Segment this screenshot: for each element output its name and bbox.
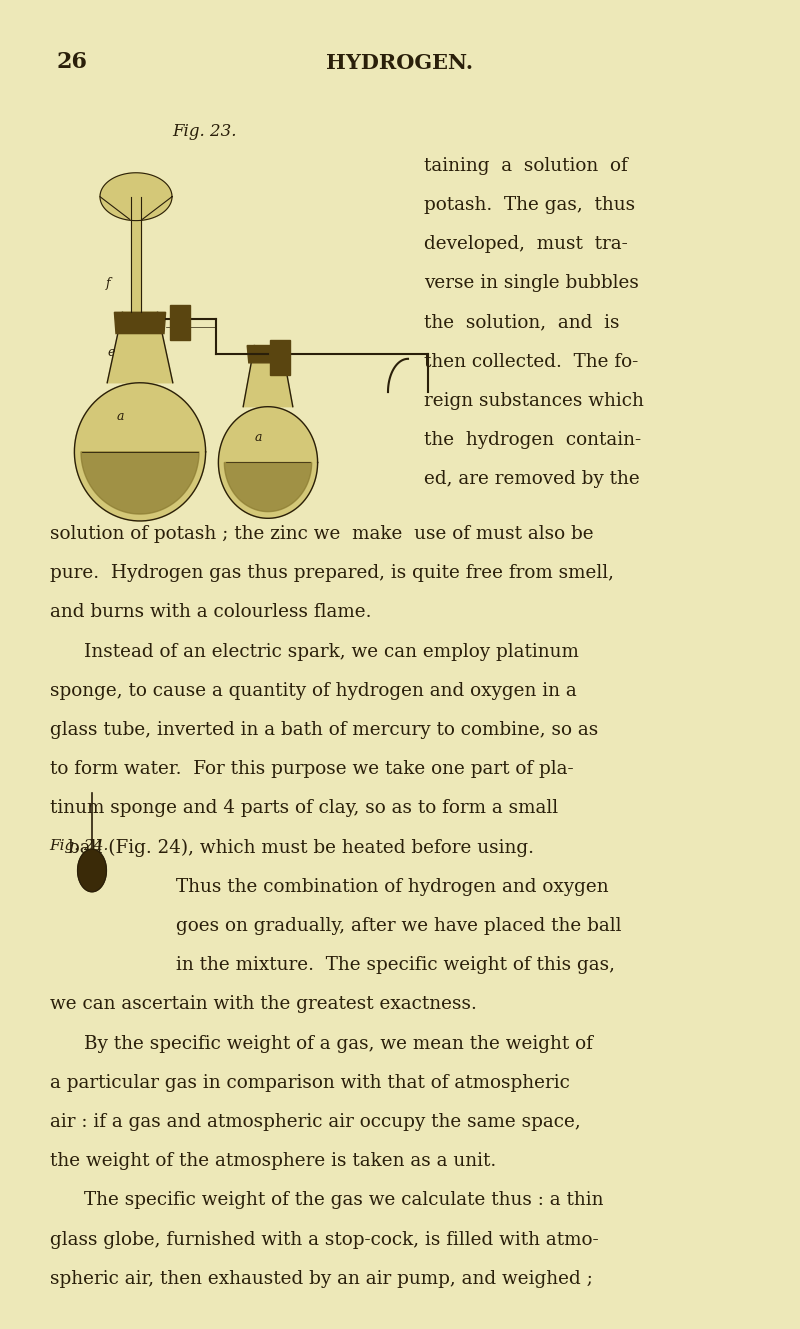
Polygon shape	[100, 197, 172, 219]
Text: a: a	[117, 409, 124, 423]
Text: reign substances which: reign substances which	[424, 392, 644, 411]
Text: to form water.  For this purpose we take one part of pla-: to form water. For this purpose we take …	[50, 760, 574, 779]
Polygon shape	[170, 306, 190, 340]
Text: we can ascertain with the greatest exactness.: we can ascertain with the greatest exact…	[50, 995, 477, 1014]
Text: a: a	[254, 431, 262, 444]
Text: glass tube, inverted in a bath of mercury to combine, so as: glass tube, inverted in a bath of mercur…	[50, 720, 598, 739]
Text: By the specific weight of a gas, we mean the weight of: By the specific weight of a gas, we mean…	[84, 1034, 593, 1053]
Text: spheric air, then exhausted by an air pump, and weighed ;: spheric air, then exhausted by an air pu…	[50, 1271, 593, 1288]
Text: Thus the combination of hydrogen and oxygen: Thus the combination of hydrogen and oxy…	[176, 877, 609, 896]
Text: a particular gas in comparison with that of atmospheric: a particular gas in comparison with that…	[50, 1074, 570, 1092]
Text: potash.  The gas,  thus: potash. The gas, thus	[424, 195, 635, 214]
Polygon shape	[270, 340, 290, 375]
Text: sponge, to cause a quantity of hydrogen and oxygen in a: sponge, to cause a quantity of hydrogen …	[50, 682, 576, 700]
Text: solution of potash ; the zinc we  make  use of must also be: solution of potash ; the zinc we make us…	[50, 525, 594, 544]
Polygon shape	[243, 346, 293, 407]
Text: HYDROGEN.: HYDROGEN.	[326, 53, 474, 73]
Polygon shape	[78, 849, 106, 892]
Text: the  hydrogen  contain-: the hydrogen contain-	[424, 431, 641, 449]
Text: Fig. 24.: Fig. 24.	[50, 839, 109, 853]
Polygon shape	[218, 407, 318, 518]
Text: pure.  Hydrogen gas thus prepared, is quite free from smell,: pure. Hydrogen gas thus prepared, is qui…	[50, 563, 614, 582]
Text: ball (Fig. 24), which must be heated before using.: ball (Fig. 24), which must be heated bef…	[68, 839, 534, 857]
Polygon shape	[107, 312, 173, 383]
Text: taining  a  solution  of: taining a solution of	[424, 157, 628, 175]
Polygon shape	[131, 197, 141, 312]
Text: f: f	[106, 276, 110, 290]
Text: ed, are removed by the: ed, are removed by the	[424, 470, 640, 489]
Text: goes on gradually, after we have placed the ball: goes on gradually, after we have placed …	[176, 917, 622, 936]
Polygon shape	[81, 452, 199, 514]
Text: then collected.  The fo-: then collected. The fo-	[424, 352, 638, 371]
Polygon shape	[74, 383, 206, 521]
Text: The specific weight of the gas we calculate thus : a thin: The specific weight of the gas we calcul…	[84, 1191, 603, 1209]
Text: the weight of the atmosphere is taken as a unit.: the weight of the atmosphere is taken as…	[50, 1152, 496, 1171]
Text: in the mixture.  The specific weight of this gas,: in the mixture. The specific weight of t…	[176, 957, 615, 974]
Polygon shape	[100, 173, 172, 221]
Polygon shape	[114, 312, 166, 334]
Text: 26: 26	[56, 51, 87, 73]
Text: Fig. 23.: Fig. 23.	[172, 122, 236, 140]
Polygon shape	[224, 462, 312, 512]
Text: Instead of an electric spark, we can employ platinum: Instead of an electric spark, we can emp…	[84, 643, 579, 661]
Text: the  solution,  and  is: the solution, and is	[424, 314, 619, 332]
Text: e: e	[107, 346, 114, 359]
Text: verse in single bubbles: verse in single bubbles	[424, 275, 639, 292]
Text: air : if a gas and atmospheric air occupy the same space,: air : if a gas and atmospheric air occup…	[50, 1114, 580, 1131]
Text: b: b	[112, 177, 120, 190]
Text: and burns with a colourless flame.: and burns with a colourless flame.	[50, 603, 371, 622]
Text: developed,  must  tra-: developed, must tra-	[424, 235, 628, 254]
Polygon shape	[247, 346, 289, 363]
Text: tinum sponge and 4 parts of clay, so as to form a small: tinum sponge and 4 parts of clay, so as …	[50, 800, 558, 817]
Text: glass globe, furnished with a stop-cock, is filled with atmo-: glass globe, furnished with a stop-cock,…	[50, 1231, 598, 1249]
